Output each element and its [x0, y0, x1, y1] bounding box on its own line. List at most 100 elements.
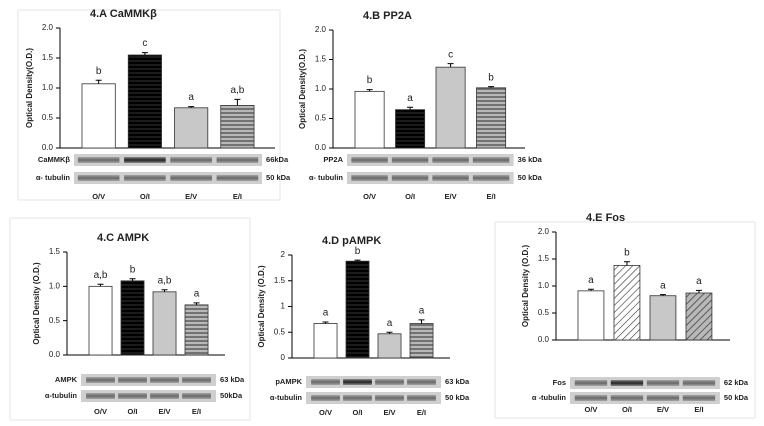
blot-band [375, 395, 404, 401]
error-bar [447, 63, 454, 68]
bar [152, 291, 177, 356]
x-tick-label: O/V [94, 407, 107, 416]
blot-band [311, 395, 340, 401]
blot-size: 50 kDa [518, 173, 543, 182]
significance-letter: a [696, 276, 702, 287]
x-tick-label: O/V [363, 192, 376, 201]
significance-letter: a [188, 92, 194, 103]
x-tick-label: E/V [158, 407, 170, 416]
blot-size: 63 kDa [220, 375, 245, 384]
error-bar [141, 52, 148, 55]
blot-band [432, 157, 469, 163]
blot-band [182, 393, 211, 399]
blot-label: pAMPK [275, 377, 302, 386]
panel-title: 4.E Fos [586, 212, 625, 224]
blot-band [682, 395, 716, 401]
significance-letter: b [488, 72, 494, 83]
blot-label: α- tubulin [309, 173, 344, 182]
bar [377, 333, 402, 359]
error-bar [193, 302, 200, 305]
blot-band [646, 380, 680, 386]
significance-letter: a [387, 318, 393, 329]
y-tick-label: 1.0 [49, 281, 61, 290]
y-tick-label: 0.5 [315, 114, 327, 123]
error-bar [322, 321, 329, 324]
blot-size: 50 kDa [724, 393, 749, 402]
y-tick-label: 0.5 [49, 316, 61, 325]
blot-size: 36 kDa [518, 155, 543, 164]
blot-band [124, 175, 166, 181]
x-tick-label: E/I [486, 192, 495, 201]
error-bar [129, 278, 136, 281]
y-tick-label: 0 [281, 353, 286, 362]
bar [88, 285, 113, 356]
blot-band [391, 175, 429, 181]
error-bar [386, 331, 393, 334]
y-tick-label: 0.5 [538, 308, 550, 317]
x-tick-label: O/V [319, 408, 332, 417]
blot-band [574, 395, 608, 401]
error-bar [234, 98, 241, 106]
significance-letter: a,b [230, 85, 244, 96]
blot-band [351, 157, 388, 163]
blot-size: 50kDa [220, 391, 243, 400]
bar [476, 87, 507, 149]
x-tick-label: O/V [92, 192, 105, 201]
bar [613, 265, 641, 341]
blot-size: 50 kDa [266, 173, 291, 182]
bar [354, 90, 385, 149]
bar [313, 323, 338, 359]
bar [184, 304, 209, 356]
blot-size: 66kDa [266, 155, 289, 164]
y-axis-label: Optical Density (O.D.) [257, 265, 266, 348]
blot-label: α -tubulin [532, 393, 567, 402]
significance-letter: a [407, 93, 413, 104]
error-bar [188, 106, 195, 108]
panel-frame [494, 221, 756, 419]
y-tick-label: 0.5 [274, 327, 286, 336]
blot-label: Fos [553, 378, 566, 387]
x-tick-label: E/V [185, 192, 197, 201]
blot-band [311, 379, 340, 385]
blot-band [646, 395, 680, 401]
error-bar [95, 79, 102, 84]
y-tick-label: 1.5 [274, 276, 286, 285]
error-bar [659, 294, 666, 296]
blot-band [407, 379, 436, 385]
blot-band [407, 395, 436, 401]
significance-letter: a,b [94, 270, 108, 281]
blot-band [375, 379, 404, 385]
x-tick-label: O/I [405, 192, 415, 201]
blot-strip [74, 172, 263, 184]
y-tick-label: 2 [281, 250, 286, 259]
y-tick-label: 0.5 [42, 113, 54, 122]
blot-strip [570, 392, 720, 404]
y-tick-label: 2.0 [42, 23, 54, 32]
blot-label: α-tubulin [270, 393, 303, 402]
blot-label: α-tubulin [45, 391, 78, 400]
significance-letter: b [96, 66, 102, 77]
blot-band [343, 379, 372, 385]
x-tick-label: E/V [657, 405, 669, 414]
y-tick-label: 0.0 [538, 335, 550, 344]
x-tick-label: O/I [128, 407, 138, 416]
panel-frame [17, 9, 281, 201]
blot-band [150, 377, 179, 383]
bar [409, 323, 434, 359]
error-bar [161, 289, 168, 292]
bar [81, 83, 116, 149]
y-tick-label: 1.5 [49, 247, 61, 256]
y-tick-label: 1 [281, 302, 286, 311]
blot-band [391, 157, 429, 163]
error-bar [587, 288, 594, 291]
error-bar [623, 261, 630, 266]
panel-frame [9, 217, 251, 421]
x-tick-label: O/I [353, 408, 363, 417]
blot-band [351, 175, 388, 181]
blot-band [472, 157, 510, 163]
x-tick-label: E/I [233, 192, 242, 201]
significance-letter: a [194, 288, 200, 299]
blot-band [77, 175, 120, 181]
blot-label: CaMMKβ [38, 155, 70, 164]
significance-letter: b [367, 75, 373, 86]
